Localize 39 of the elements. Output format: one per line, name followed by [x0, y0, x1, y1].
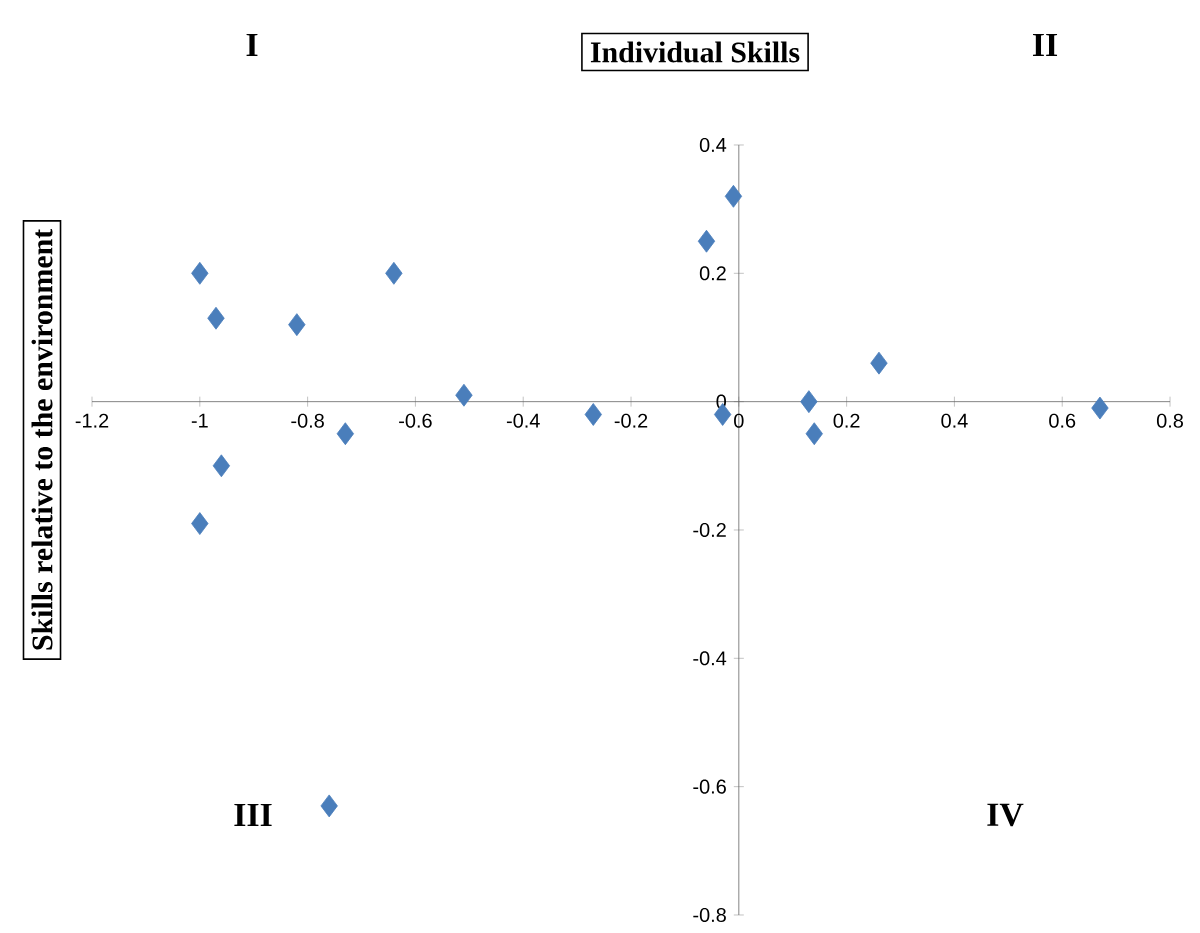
annotation: IV	[987, 803, 1024, 827]
point	[288, 313, 306, 337]
point	[336, 422, 354, 446]
point	[191, 512, 209, 535]
x-tick-label: 0.6	[1049, 413, 1076, 428]
x-tick-label: -0.4	[506, 413, 540, 428]
text: II	[1032, 33, 1058, 57]
x-tick-label: 0.4	[941, 413, 968, 428]
chart-title: Individual Skills	[590, 41, 800, 63]
y-tick-label: -0.2	[693, 522, 726, 538]
x-tick-label: -0.8	[291, 413, 324, 428]
y-tick-label: -0.8	[693, 907, 726, 923]
point	[724, 184, 743, 208]
x-tick-label: -0.2	[614, 413, 648, 428]
x-tick-label: -1.2	[75, 413, 109, 428]
y-tick-label: -0.6	[693, 779, 726, 794]
y-axis-title: Skills relative to the environment	[31, 228, 53, 650]
annotation: III	[234, 803, 272, 827]
x-tick-label: -1	[191, 413, 208, 428]
point	[805, 422, 823, 446]
point	[1091, 396, 1109, 420]
x-tick-label: 0.8	[1156, 413, 1184, 428]
point	[191, 261, 209, 285]
point	[584, 403, 602, 426]
point	[697, 229, 716, 253]
point	[385, 261, 403, 285]
point	[320, 794, 338, 818]
x-tick-label: 0.2	[833, 413, 860, 428]
y-tick-label: 0.2	[699, 266, 726, 281]
point	[800, 390, 818, 414]
point	[455, 383, 473, 407]
x-tick-label: 0	[734, 413, 744, 428]
y-tick-label: -0.4	[693, 651, 727, 666]
x-tick-label: -0.6	[399, 413, 432, 428]
y-tick-label: 0.4	[699, 137, 727, 153]
text: I	[246, 33, 258, 57]
point	[207, 306, 225, 330]
point	[212, 454, 231, 478]
point	[870, 351, 888, 375]
